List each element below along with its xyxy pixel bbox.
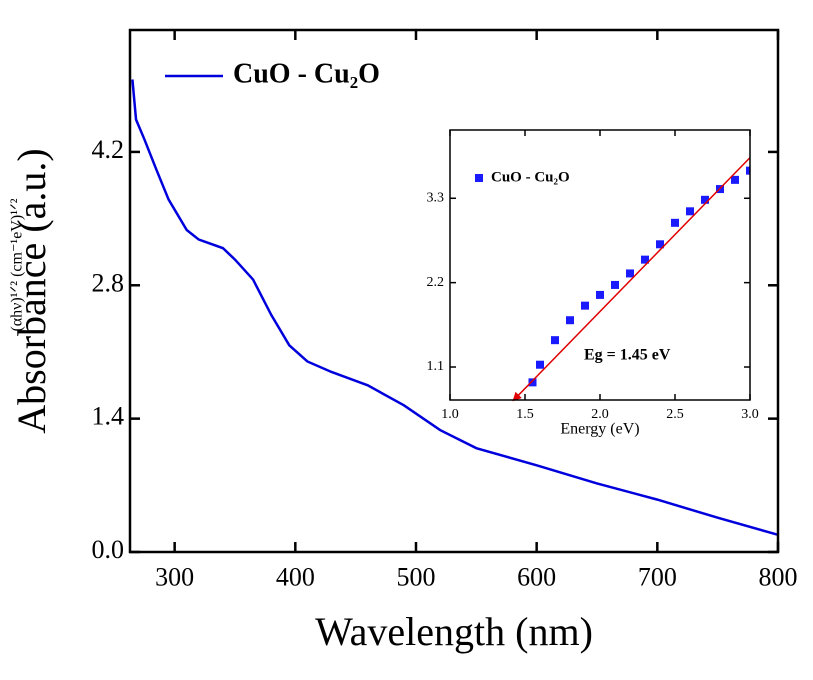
- y-tick-label: 4.2: [92, 135, 125, 164]
- y-axis-label: Absorbance (a.u.): [9, 148, 54, 433]
- inset-bg: [450, 130, 750, 400]
- data-point: [701, 195, 709, 204]
- data-point: [626, 269, 634, 278]
- data-point: [551, 336, 559, 345]
- data-point: [746, 166, 750, 175]
- data-point: [596, 290, 604, 299]
- annotation: Eg = 1.45 eV: [584, 347, 671, 364]
- x-tick-label: 1.5: [516, 407, 534, 422]
- x-tick-label: 400: [276, 562, 315, 591]
- y-tick-label: 3.3: [427, 190, 445, 205]
- x-tick-label: 500: [396, 562, 435, 591]
- plot-frame: [449, 129, 751, 401]
- x-axis-label: Wavelength (nm): [315, 609, 593, 654]
- x-tick-label: 700: [638, 562, 677, 591]
- y-tick-label: 0.0: [92, 535, 125, 564]
- data-line: [131, 79, 778, 537]
- data-point: [641, 255, 649, 264]
- data-point: [581, 301, 589, 310]
- plot-area: [528, 166, 750, 387]
- plot-area: [131, 79, 778, 537]
- legend-label: CuO - Cu₂O: [233, 58, 380, 89]
- x-tick-label: 600: [517, 562, 556, 591]
- x-tick-label: 2.0: [591, 407, 609, 422]
- x-axis-label: Energy (eV): [560, 421, 639, 438]
- x-tick-label: 1.0: [441, 407, 459, 422]
- data-point: [686, 207, 694, 216]
- legend-label: CuO - Cu₂O: [491, 169, 570, 185]
- y-tick-label: 2.8: [92, 268, 125, 297]
- y-tick-label: 2.2: [427, 275, 445, 290]
- data-point: [656, 240, 664, 249]
- plot-frame: [128, 28, 780, 554]
- data-line: [512, 157, 751, 402]
- y-tick-label: 1.1: [427, 359, 445, 374]
- data-point: [731, 175, 739, 184]
- y-axis-label: (αhν)¹ᐟ² (cm⁻¹eV)¹ᐟ²: [9, 198, 26, 331]
- main-chart: 300 400 500 600 700 800 0.0 1.4 2.8 4.2 Wavelength…: [9, 28, 798, 654]
- x-tick-label: 300: [155, 562, 194, 591]
- x-tick-label: 2.5: [666, 407, 684, 422]
- inset-chart: 1.0 1.5 2.0 2.5 3.0 1.1 2.2 3.3 Energy (eV) (αhν)…: [9, 129, 759, 438]
- legend-swatch: [475, 174, 483, 182]
- data-point: [566, 316, 574, 325]
- data-point: [671, 218, 679, 227]
- data-point: [536, 360, 544, 369]
- data-point: [528, 378, 537, 387]
- data-point: [611, 280, 619, 289]
- y-tick-label: 1.4: [92, 402, 125, 431]
- x-tick-label: 3.0: [741, 407, 759, 422]
- x-tick-label: 800: [759, 562, 798, 591]
